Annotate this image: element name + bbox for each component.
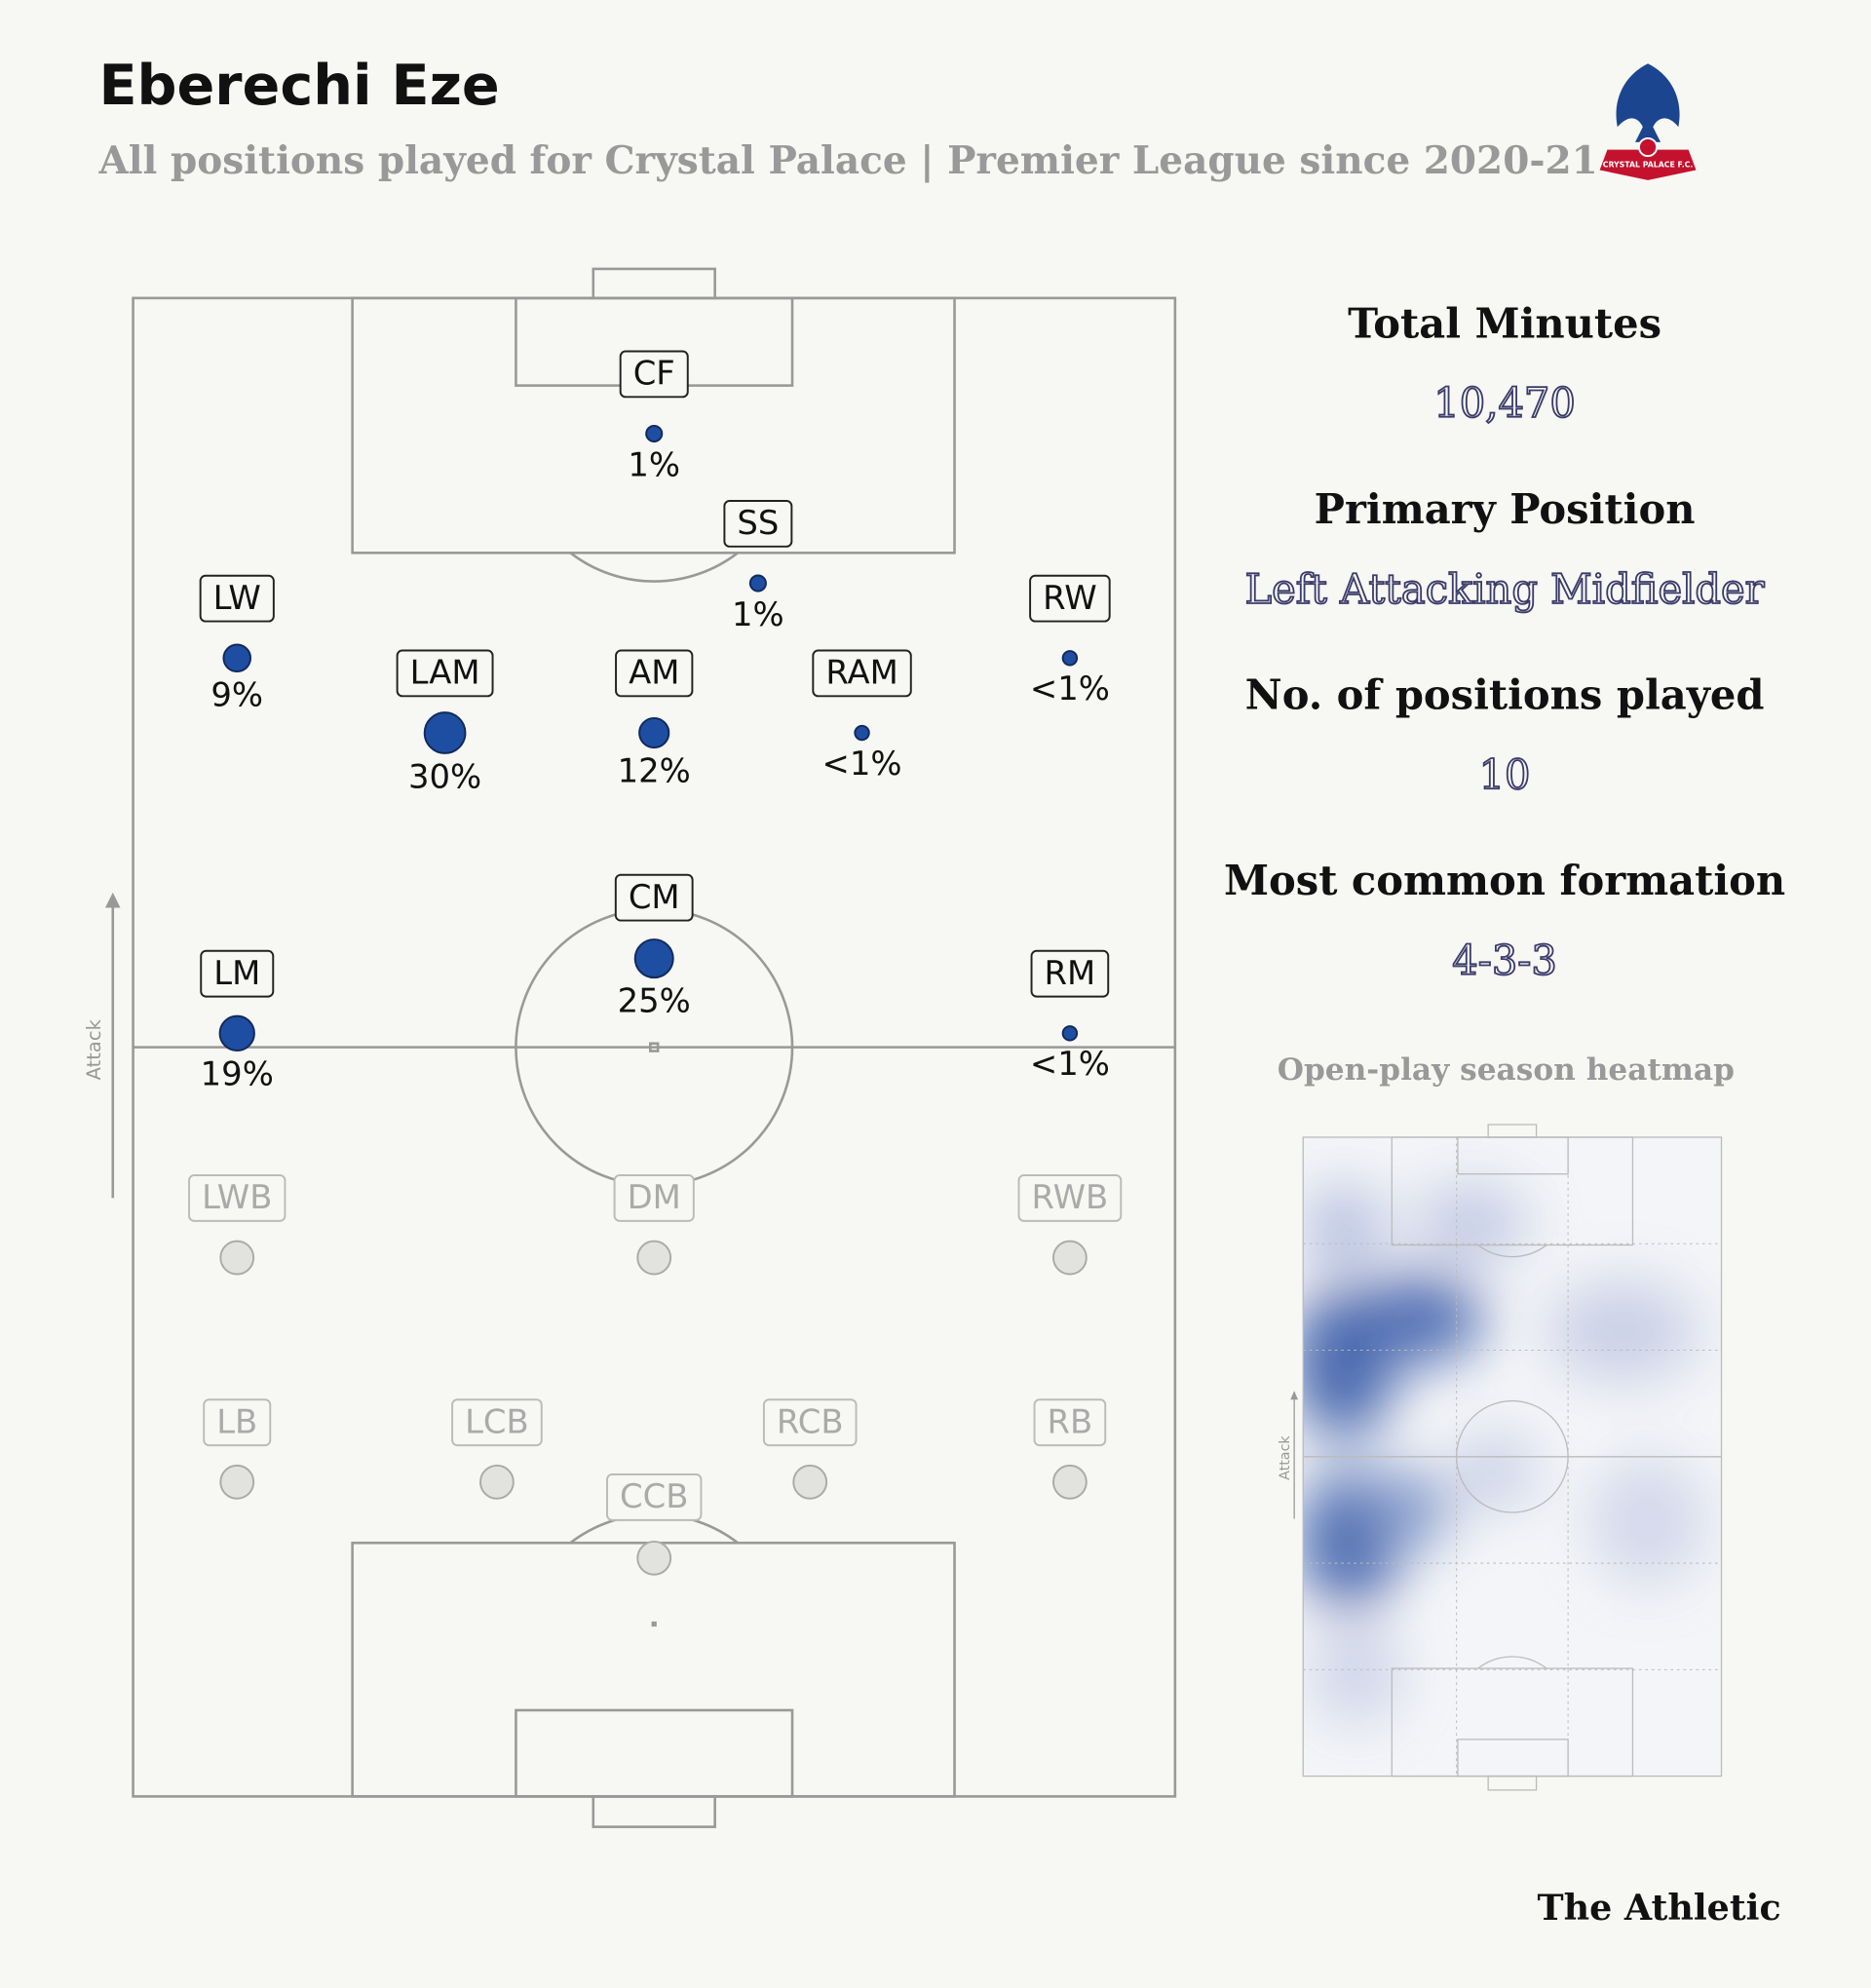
position-label: LW <box>213 579 261 617</box>
position-dot-unplayed <box>1051 1464 1088 1500</box>
position-box <box>615 649 694 698</box>
stat-value: Left Attacking Midfielder <box>1245 565 1765 613</box>
position-dot-unplayed <box>636 1540 672 1576</box>
position-box <box>619 350 689 399</box>
position-share: 12% <box>618 752 691 790</box>
position-label: CM <box>629 878 680 916</box>
position-label: LM <box>213 954 260 992</box>
position-label: RAM <box>825 654 897 692</box>
position-share: 25% <box>618 982 691 1020</box>
stat-label: Most common formation <box>1224 857 1785 904</box>
position-label: LB <box>216 1402 257 1440</box>
position-share: 1% <box>628 446 680 484</box>
position-dot-unplayed <box>479 1464 515 1500</box>
pitch <box>104 267 1177 1828</box>
position-label: RW <box>1043 579 1097 617</box>
position-box <box>613 1174 695 1222</box>
stat-label: No. of positions played <box>1245 670 1765 718</box>
position-dot <box>222 643 252 673</box>
position-dot-unplayed <box>219 1464 255 1500</box>
position-box <box>199 574 275 623</box>
position-box <box>723 500 793 548</box>
position-dot-unplayed <box>1051 1240 1088 1276</box>
position-box <box>1029 574 1111 623</box>
stat-value: 4-3-3 <box>1452 937 1557 984</box>
position-label: RWB <box>1032 1178 1109 1216</box>
position-label: LWB <box>202 1178 272 1216</box>
position-label: CCB <box>620 1477 688 1515</box>
position-label: CF <box>633 355 675 393</box>
position-share: 30% <box>408 757 481 795</box>
position-box <box>606 1473 703 1521</box>
stat-label: Primary Position <box>1315 485 1696 533</box>
position-share: 19% <box>201 1055 274 1093</box>
position-dot <box>638 716 670 749</box>
heatmap-attack-label: Attack <box>1278 1435 1293 1480</box>
position-box <box>203 1398 272 1447</box>
position-label: RB <box>1048 1402 1093 1440</box>
position-dot <box>218 1014 255 1051</box>
position-box <box>200 949 275 998</box>
position-dot-unplayed <box>636 1240 672 1276</box>
position-box <box>614 873 694 922</box>
heatmap-title: Open-play season heatmap <box>1278 1052 1735 1088</box>
position-dot <box>633 938 674 979</box>
position-share: <1% <box>1030 1045 1110 1083</box>
position-box <box>1030 949 1110 998</box>
position-label: LCB <box>465 1402 529 1440</box>
position-share: 1% <box>732 595 784 633</box>
stat-label: Total Minutes <box>1348 299 1661 347</box>
attack-label: Attack <box>83 1018 105 1080</box>
position-box <box>188 1174 286 1222</box>
positions: CF 1% SS 1% LW 9% LAM 30% AM 12% RAM <1% RW <1% CM 25% L… <box>188 350 1123 1576</box>
position-label: SS <box>737 504 779 542</box>
position-label: RCB <box>777 1402 844 1440</box>
position-box <box>762 1398 858 1447</box>
stat-value: 10,470 <box>1433 379 1576 427</box>
position-label: LAM <box>410 654 480 692</box>
subtitle: All positions played for Crystal Palace … <box>97 138 1597 183</box>
position-dot <box>748 574 767 593</box>
title: Eberechi Eze <box>98 54 499 118</box>
position-share: <1% <box>1030 669 1110 707</box>
position-label: RM <box>1045 954 1096 992</box>
position-dot <box>645 424 664 443</box>
position-dot <box>1061 650 1079 667</box>
stat-value: 10 <box>1479 750 1531 798</box>
position-box <box>1017 1174 1123 1222</box>
position-share: <1% <box>822 745 902 783</box>
brand: The Athletic <box>1538 1887 1781 1929</box>
position-box <box>396 649 494 698</box>
position-label: DM <box>628 1178 681 1216</box>
stats: Total Minutes 10,470 Primary Position Left … <box>1224 299 1785 985</box>
position-box <box>451 1398 543 1447</box>
position-dot <box>854 724 870 742</box>
position-dot-unplayed <box>792 1464 828 1500</box>
position-dot-unplayed <box>219 1240 255 1276</box>
heatmap <box>1290 1124 1723 1791</box>
position-label: AM <box>629 654 679 692</box>
position-dot <box>1061 1025 1079 1042</box>
position-box <box>812 649 912 698</box>
club-logo: CRYSTAL PALACE F.C. <box>1599 63 1697 180</box>
position-dot <box>423 711 467 754</box>
logo-text: CRYSTAL PALACE F.C. <box>1603 160 1694 169</box>
position-box <box>1033 1398 1107 1447</box>
position-share: 9% <box>210 676 263 714</box>
